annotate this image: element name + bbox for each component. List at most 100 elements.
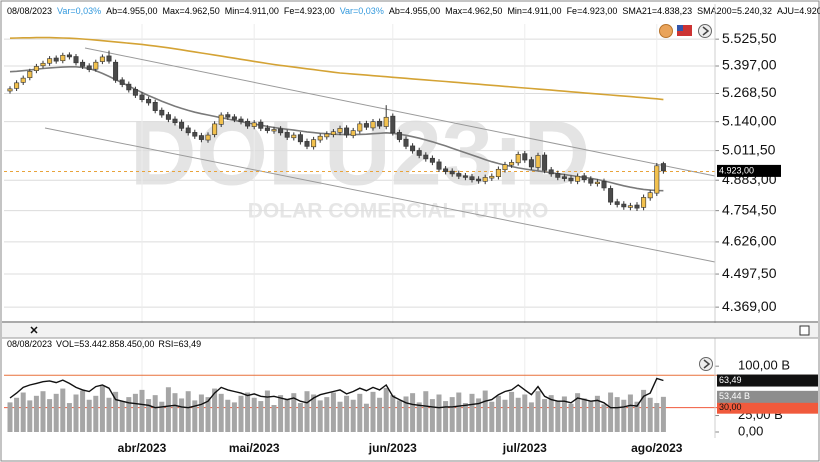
last-value-label: 63,49 — [719, 375, 742, 385]
x-tick-label: abr/2023 — [118, 441, 167, 455]
volume-bar — [654, 403, 660, 432]
volume-bar — [53, 393, 59, 432]
volume-bar — [146, 399, 152, 432]
close-tab-icon[interactable] — [30, 326, 38, 334]
volume-bar — [297, 403, 303, 432]
volume-bar — [429, 399, 435, 432]
info-item: Ab=4.955,00 — [106, 6, 157, 16]
volume-bar — [416, 402, 422, 432]
nav-button[interactable] — [698, 24, 712, 38]
volume-bar — [225, 399, 231, 432]
currency-icon[interactable] — [659, 24, 673, 38]
candle-body — [80, 61, 86, 67]
candle-body — [132, 88, 138, 96]
rsi-line — [9, 377, 664, 409]
y-tick-label: 4.369,00 — [722, 298, 777, 314]
candle-body — [357, 123, 363, 132]
volume-bar — [561, 396, 567, 432]
volume-bar — [363, 403, 369, 432]
volume-bar — [601, 404, 607, 432]
volume-bar — [396, 400, 402, 432]
volume-bar — [502, 399, 508, 432]
candle-body — [396, 132, 402, 140]
volume-bar — [172, 393, 178, 432]
candle-body — [614, 201, 620, 205]
candle-body — [73, 56, 79, 64]
volume-bar — [449, 397, 455, 432]
info-item: Fe=4.923,00 — [284, 6, 335, 16]
candle-body — [515, 154, 521, 164]
volume-bar — [33, 395, 39, 432]
volume-bar — [80, 390, 86, 432]
candle-body — [212, 123, 218, 135]
candle-body — [601, 181, 607, 189]
candle-body — [575, 175, 581, 182]
volume-bar — [370, 391, 376, 432]
candle-body — [152, 102, 158, 111]
nav-button[interactable] — [699, 357, 713, 371]
volume-bar — [27, 400, 33, 432]
trend-line — [44, 127, 716, 263]
volume-bar — [258, 401, 264, 432]
candle-body — [535, 155, 541, 168]
candle-body — [278, 128, 284, 134]
candle-body — [47, 58, 53, 64]
info-line: 08/08/2023 Var=0,03% Ab=4.955,00 Max=4.962,… — [7, 6, 820, 16]
candle-body — [33, 66, 39, 71]
info-item: SMA21=4.838,23 — [622, 6, 692, 16]
x-tick-label: jul/2023 — [502, 441, 547, 455]
volume-bar — [614, 397, 620, 432]
volume-bar — [218, 393, 224, 432]
candle-body — [159, 109, 165, 116]
candle-body — [377, 120, 383, 127]
info-item: RSI=63,49 — [158, 339, 201, 349]
candle-body — [146, 98, 152, 104]
maximize-button[interactable] — [799, 325, 810, 336]
volume-bar — [40, 391, 46, 432]
candle-body — [238, 118, 244, 122]
candle-body — [324, 133, 330, 138]
volume-bar — [86, 399, 92, 432]
candle-body — [627, 205, 633, 208]
volume-bar — [462, 403, 468, 432]
candle-body — [218, 114, 224, 125]
volume-bar — [581, 398, 587, 432]
flag-canton — [677, 25, 683, 31]
flag-icon[interactable] — [677, 25, 692, 36]
volume-bar — [264, 390, 270, 432]
candle-body — [449, 170, 455, 175]
volume-bar — [245, 392, 251, 432]
last-value-label: 53,44 B — [719, 391, 750, 401]
candle-body — [60, 54, 66, 62]
volume-bar — [377, 397, 383, 432]
y-tick-label: 5.011,50 — [722, 141, 776, 157]
volume-bar — [192, 400, 198, 432]
candle-body — [594, 181, 600, 185]
candle-body — [647, 192, 653, 199]
candle-body — [231, 116, 237, 120]
volume-bar — [132, 393, 138, 432]
candle-body — [225, 114, 231, 118]
volume-bar — [588, 401, 594, 432]
candle-body — [185, 127, 191, 134]
nav-arrow — [702, 26, 710, 36]
candle-body — [482, 177, 488, 182]
candle-body — [436, 161, 442, 170]
y-tick-label: 5.525,50 — [722, 30, 777, 46]
volume-bar — [443, 401, 449, 432]
candle-body — [383, 116, 389, 127]
candle-body — [555, 173, 561, 178]
volume-bar — [205, 397, 211, 432]
candle-body — [502, 164, 508, 171]
candle-body — [165, 114, 171, 120]
volume-bar — [390, 395, 396, 432]
candle-body — [284, 132, 290, 138]
marks-layer — [4, 36, 715, 432]
volume-bar — [528, 402, 534, 432]
candle-body — [337, 128, 343, 133]
candle-body — [548, 169, 554, 175]
volume-bar — [634, 401, 640, 432]
candle-body — [469, 176, 475, 181]
volume-bar — [324, 397, 330, 432]
volume-bar — [179, 398, 185, 432]
